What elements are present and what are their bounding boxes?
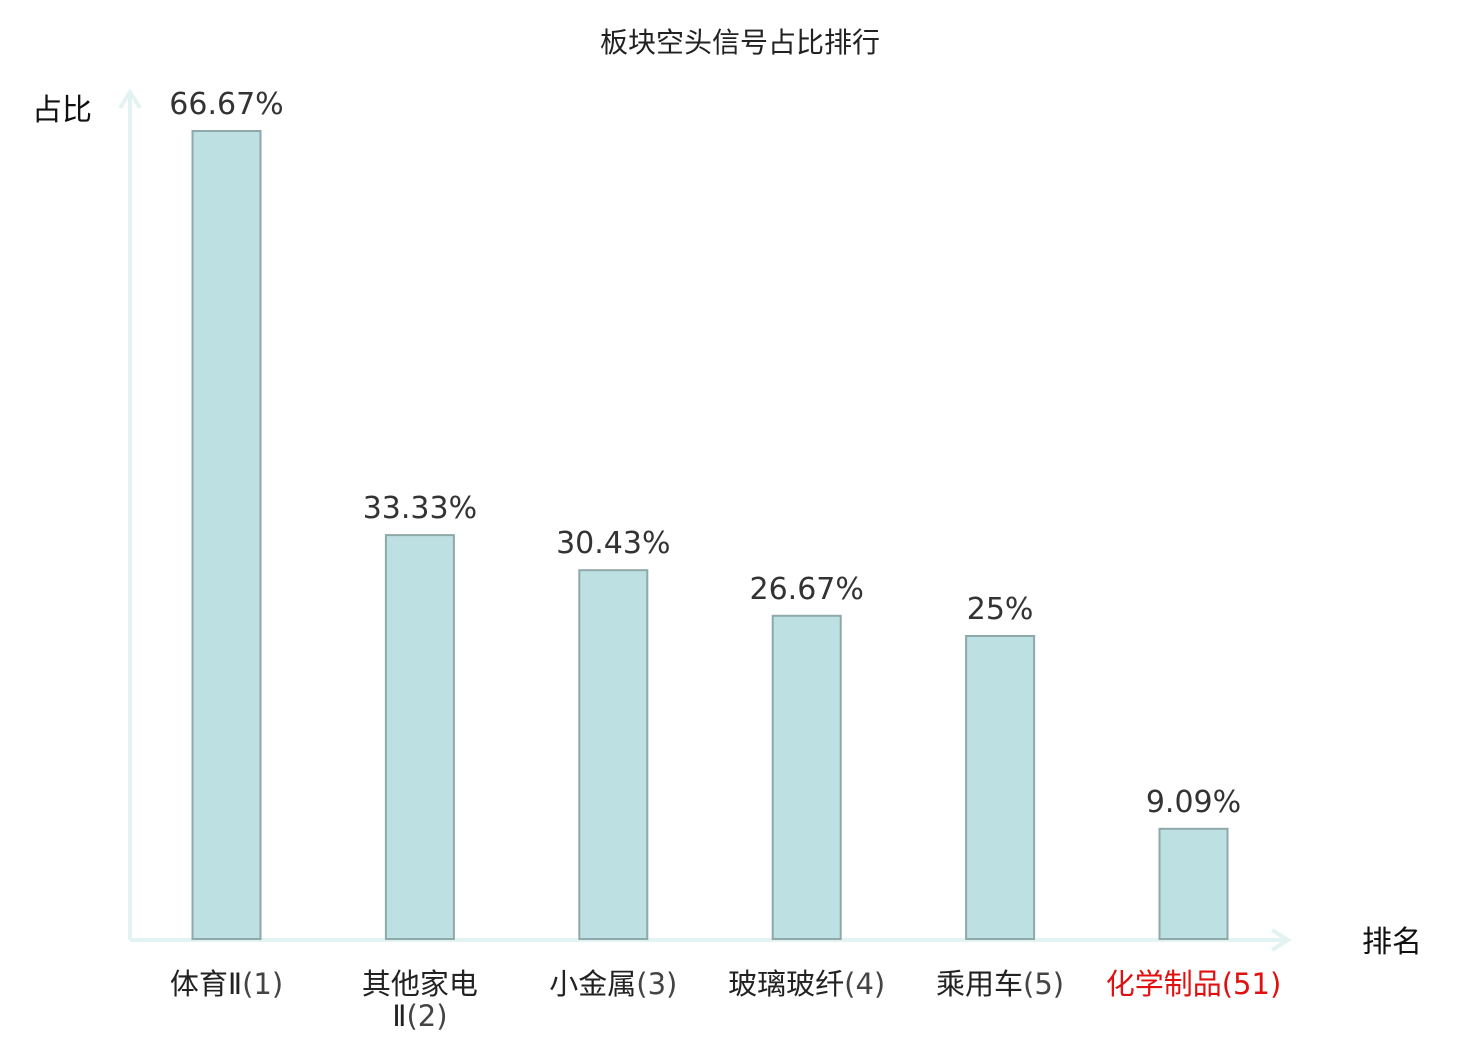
bar-2 (384, 534, 455, 940)
value-label-6: 9.09% (1146, 785, 1241, 820)
x-axis-label: 排名 (1362, 925, 1422, 960)
y-axis-label: 占比 (32, 93, 92, 128)
x-tick-rank-4: (4) (844, 967, 885, 1001)
bar-4 (771, 614, 842, 940)
value-label-5: 25% (967, 592, 1034, 627)
y-axis-arrow (118, 88, 142, 110)
x-tick-label-5: 乘用车(5) (936, 967, 1064, 1001)
value-labels-group: 66.67% 33.33% 30.43% 26.67% 25% 9.09% (169, 87, 1241, 820)
x-tick-name-4: 玻璃玻纤 (728, 967, 844, 1001)
bar-3 (578, 569, 649, 940)
x-tick-label-2-line-1: 其他家电 (362, 967, 478, 1001)
x-tick-label-1: 体育Ⅱ(1) (170, 967, 283, 1001)
x-tick-name-3: 小金属 (549, 967, 636, 1001)
bar-5 (965, 635, 1036, 940)
chart-title: 板块空头信号占比排行 (600, 26, 880, 59)
x-tick-label-6: 化学制品(51) (1106, 967, 1282, 1001)
value-label-3: 30.43% (556, 526, 670, 561)
x-tick-name-6: 化学制品 (1106, 967, 1222, 1001)
x-tick-rank-2: (2) (406, 999, 447, 1033)
x-tick-name-1: 体育Ⅱ (170, 967, 242, 1001)
bars-group (191, 130, 1229, 940)
x-tick-rank-5: (5) (1023, 967, 1064, 1001)
x-tick-rank-1: (1) (242, 967, 283, 1001)
x-axis-arrow (1270, 928, 1292, 952)
bar-6 (1158, 827, 1229, 940)
x-tick-label-4: 玻璃玻纤(4) (728, 967, 885, 1001)
x-tick-rank-6: (51) (1222, 967, 1282, 1001)
bar-1 (191, 130, 262, 940)
value-label-1: 66.67% (169, 87, 283, 122)
x-tick-name-2-2: Ⅱ (392, 999, 406, 1033)
x-tick-name-2-1: 其他家电 (362, 967, 478, 1001)
x-tick-rank-3: (3) (636, 967, 677, 1001)
value-label-2: 33.33% (363, 491, 477, 526)
x-tick-name-5: 乘用车 (936, 967, 1023, 1001)
value-label-4: 26.67% (750, 572, 864, 607)
x-tick-label-3: 小金属(3) (549, 967, 677, 1001)
x-tick-label-2-line-2: Ⅱ(2) (392, 999, 447, 1033)
